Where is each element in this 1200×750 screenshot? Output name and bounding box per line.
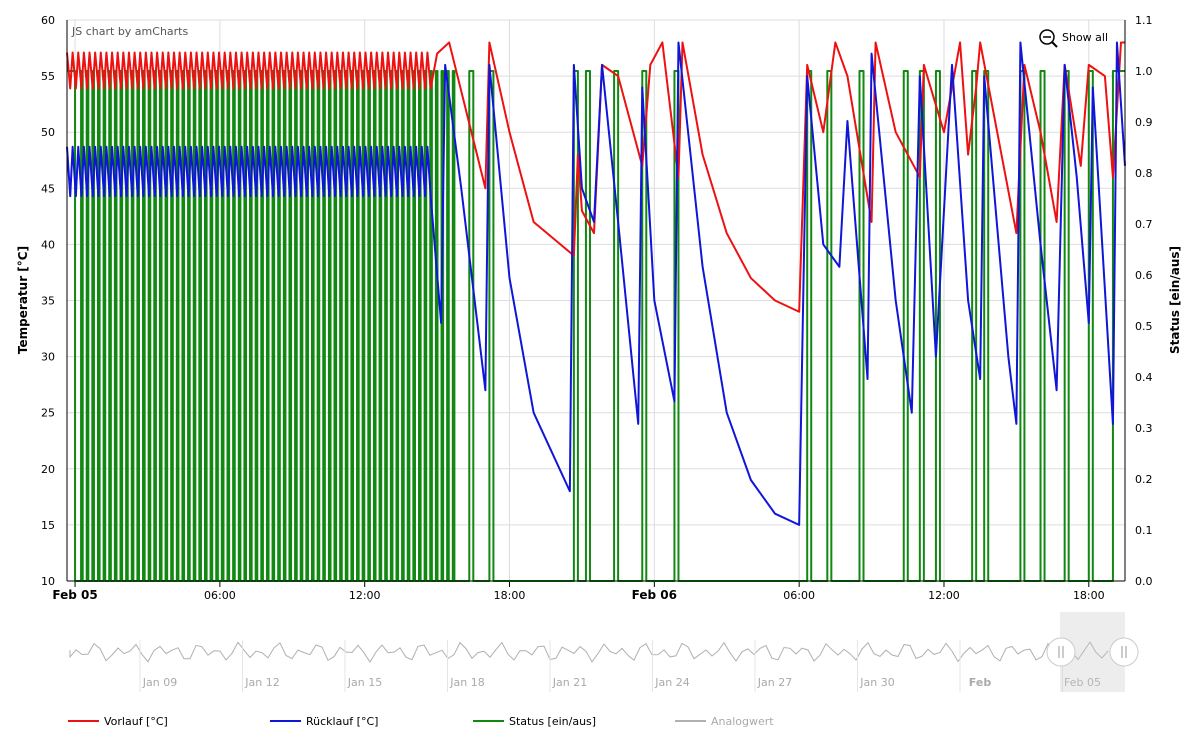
y-right-tick-label: 1.0	[1135, 65, 1153, 78]
legend-item[interactable]: Rücklauf [°C]	[270, 715, 378, 728]
scrollbar[interactable]: Jan 09 Jan 12 Jan 15 Jan 18 Jan 21 Jan 24 Jan …	[67, 612, 1139, 692]
y-left-tick-label: 60	[41, 14, 55, 27]
legend-label[interactable]: Status [ein/aus]	[509, 715, 596, 728]
y-left-tick-label: 25	[41, 407, 55, 420]
series-vorlauf-line	[66, 41, 1125, 313]
x-tick-label: Feb 05	[52, 588, 97, 602]
y-left-tick-label: 15	[41, 519, 55, 532]
x-tick-label: 18:00	[494, 589, 526, 602]
y-right-tick-label: 0.0	[1135, 575, 1153, 588]
legend-label[interactable]: Vorlauf [°C]	[104, 715, 168, 728]
scrollbar-tick-label: Jan 21	[552, 676, 587, 689]
x-tick-label: 06:00	[204, 589, 236, 602]
x-tick-label: 18:00	[1073, 589, 1105, 602]
legend-item[interactable]: Vorlauf [°C]	[68, 715, 168, 728]
x-tick-label: 12:00	[349, 589, 381, 602]
grip-left-icon[interactable]	[1046, 637, 1076, 667]
scrollbar-tick-label: Jan 09	[142, 676, 177, 689]
legend-item[interactable]: Status [ein/aus]	[473, 715, 596, 728]
y-right-tick-label: 0.6	[1135, 269, 1153, 282]
scrollbar-tick-label: Jan 12	[244, 676, 279, 689]
scrollbar-tick-label: Feb	[969, 676, 992, 689]
series-ruecklauf-line	[66, 41, 1126, 526]
y-right-tick-label: 0.4	[1135, 371, 1153, 384]
scrollbar-left-grip[interactable]	[1046, 637, 1076, 667]
legend: Vorlauf [°C] Rücklauf [°C] Status [ein/aus…	[68, 715, 774, 728]
x-axis-ticks: Feb 05 06:00 12:00 18:00 Feb 06 06:00 12:00 18:…	[52, 581, 1105, 602]
y-right-tick-label: 0.5	[1135, 320, 1153, 333]
scrollbar-right-grip[interactable]	[1109, 637, 1139, 667]
legend-label[interactable]: Analogwert	[711, 715, 774, 728]
show-all-button[interactable]: Show all	[1039, 29, 1108, 48]
y-left-tick-label: 30	[41, 351, 55, 364]
scrollbar-analog-line	[69, 641, 1109, 663]
y-right-tick-label: 0.9	[1135, 116, 1153, 129]
grip-right-icon[interactable]	[1109, 637, 1139, 667]
y-axis-right-ticks: 0.0 0.1 0.2 0.3 0.4 0.5 0.6 0.7 0.8 0.9 1.0 1.1	[1135, 14, 1153, 588]
y-right-tick-label: 0.2	[1135, 473, 1153, 486]
y-axis-left-ticks: 10 15 20 25 30 35 40 45 50 55 60	[41, 14, 55, 588]
scrollbar-preview-line	[69, 641, 1109, 663]
scrollbar-tick-label: Jan 30	[859, 676, 894, 689]
y-left-tick-label: 10	[41, 575, 55, 588]
zoom-out-icon-handle	[1051, 41, 1058, 48]
scrollbar-tick-label: Jan 15	[347, 676, 382, 689]
scrollbar-tick-label: Feb 05	[1064, 676, 1101, 689]
y-left-tick-label: 50	[41, 126, 55, 139]
scrollbar-tick-label: Jan 27	[757, 676, 792, 689]
y-right-tick-label: 0.7	[1135, 218, 1153, 231]
x-tick-label: Feb 06	[632, 588, 677, 602]
scrollbar-track[interactable]	[67, 612, 1125, 692]
scrollbar-ticks: Jan 09 Jan 12 Jan 15 Jan 18 Jan 21 Jan 24 Jan …	[139, 640, 1101, 692]
y-axis-left-title: Temperatur [°C]	[16, 246, 30, 354]
y-right-tick-label: 1.1	[1135, 14, 1153, 27]
y-left-tick-label: 55	[41, 70, 55, 83]
y-right-tick-label: 0.8	[1135, 167, 1153, 180]
y-axis-right-title: Status [ein/aus]	[1168, 246, 1182, 354]
x-tick-label: 06:00	[783, 589, 815, 602]
y-left-tick-label: 20	[41, 463, 55, 476]
y-left-tick-label: 35	[41, 295, 55, 308]
legend-item[interactable]: Analogwert	[675, 715, 774, 728]
y-right-tick-label: 0.1	[1135, 524, 1153, 537]
credit-label[interactable]: JS chart by amCharts	[71, 25, 188, 38]
legend-label[interactable]: Rücklauf [°C]	[306, 715, 378, 728]
y-left-tick-label: 40	[41, 238, 55, 251]
show-all-label[interactable]: Show all	[1062, 31, 1108, 44]
scrollbar-tick-label: Jan 24	[654, 676, 689, 689]
y-right-tick-label: 0.3	[1135, 422, 1153, 435]
scrollbar-tick-label: Jan 18	[449, 676, 484, 689]
x-tick-label: 12:00	[928, 589, 960, 602]
y-left-tick-label: 45	[41, 182, 55, 195]
